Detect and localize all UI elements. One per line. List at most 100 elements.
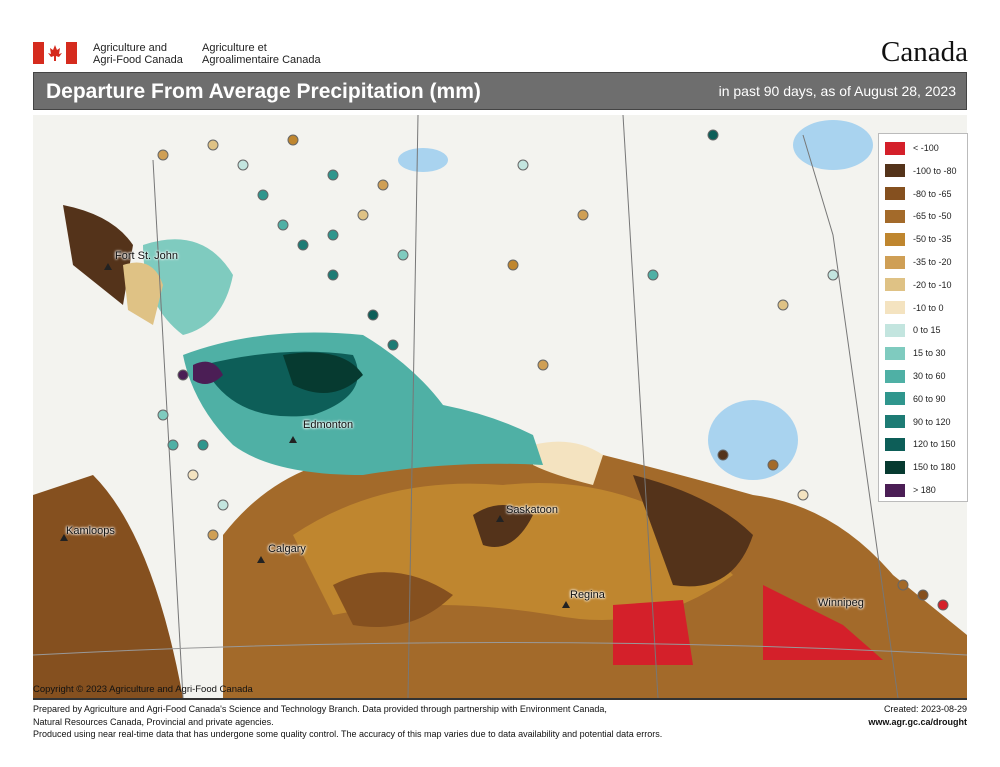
city-label-regina: Regina [570,589,605,601]
legend-item: 0 to 15 [885,321,941,339]
station-marker [777,299,789,311]
legend-swatch [885,437,905,451]
station-marker [707,129,719,141]
legend-label: > 180 [913,485,936,495]
legend-label: 120 to 150 [913,439,956,450]
legend-item: < -100 [885,139,939,157]
legend-item: 90 to 120 [885,413,951,431]
station-marker [277,219,289,231]
precipitation-map[interactable]: Fort St. John Edmonton Kamloops Calgary … [33,115,967,698]
city-marker-icon [496,515,504,522]
legend-swatch [885,483,905,497]
legend-item: -10 to 0 [885,299,944,317]
legend-swatch [885,141,905,155]
city-marker-icon [289,436,297,443]
legend-swatch [885,232,905,246]
station-markers [60,129,949,611]
legend-label: -65 to -50 [913,211,952,222]
legend-swatch [885,392,905,406]
legend-item: 60 to 90 [885,390,946,408]
legend-label: -10 to 0 [913,302,944,313]
canada-flag-logo [33,42,77,64]
legend-swatch [885,164,905,178]
station-marker [367,309,379,321]
footer-notes: Prepared by Agriculture and Agri-Food Ca… [33,704,663,739]
station-marker [297,239,309,251]
city-label-fort-st-john: Fort St. John [115,250,178,262]
city-marker-icon [257,556,265,563]
website-link[interactable]: www.agr.gc.ca/drought [868,716,967,727]
station-marker [217,499,229,511]
legend-swatch [885,187,905,201]
map-subtitle: in past 90 days, as of August 28, 2023 [718,83,956,99]
legend-swatch [885,209,905,223]
legend-item: -80 to -65 [885,185,952,203]
legend-label: 0 to 15 [913,325,941,336]
city-label-winnipeg: Winnipeg [818,597,864,609]
station-marker [897,579,909,591]
station-marker [197,439,209,451]
city-label-saskatoon: Saskatoon [506,504,558,516]
legend-item: -35 to -20 [885,253,952,271]
station-marker [647,269,659,281]
station-marker [177,369,189,381]
created-date: Created: 2023-08-29 [883,704,967,714]
map-canvas [33,115,967,698]
legend-item: 30 to 60 [885,367,946,385]
legend-item: 120 to 150 [885,435,956,453]
footer-divider [33,698,967,700]
legend-label: -80 to -65 [913,188,952,199]
legend-swatch [885,255,905,269]
legend-swatch [885,460,905,474]
station-marker [157,409,169,421]
station-marker [327,229,339,241]
legend-label: 15 to 30 [913,348,946,359]
department-name-en: Agriculture and Agri-Food Canada [93,42,183,66]
station-marker [577,209,589,221]
legend-label: 150 to 180 [913,462,956,473]
station-marker [377,179,389,191]
station-marker [397,249,409,261]
city-marker-icon [562,601,570,608]
legend-swatch [885,415,905,429]
station-marker [937,599,949,611]
station-marker [257,189,269,201]
city-label-calgary: Calgary [268,543,306,555]
city-marker-icon [104,263,112,270]
station-marker [327,169,339,181]
copyright-text: Copyright © 2023 Agriculture and Agri-Fo… [33,684,253,695]
station-marker [917,589,929,601]
city-label-kamloops: Kamloops [66,525,115,537]
station-marker [387,339,399,351]
legend-swatch [885,369,905,383]
station-marker [507,259,519,271]
station-marker [187,469,199,481]
station-marker [767,459,779,471]
title-bar: Departure From Average Precipitation (mm… [33,72,967,110]
legend-label: 30 to 60 [913,371,946,381]
station-marker [287,134,299,146]
station-marker [357,209,369,221]
legend-label: -50 to -35 [913,234,952,245]
legend-swatch [885,301,905,315]
station-marker [327,269,339,281]
legend-item: -65 to -50 [885,207,952,225]
legend-swatch [885,346,905,360]
station-marker [207,139,219,151]
province-borders [33,115,967,698]
legend-label: 90 to 120 [913,416,951,427]
legend-label: -20 to -10 [913,279,952,290]
station-marker [517,159,529,171]
station-marker [237,159,249,171]
legend-item: 15 to 30 [885,344,946,362]
legend-item: 150 to 180 [885,458,956,476]
station-marker [207,529,219,541]
city-marker-icon [60,534,68,541]
station-marker [157,149,169,161]
legend-swatch [885,323,905,337]
canada-wordmark: Canada [881,36,968,68]
station-marker [797,489,809,501]
station-marker [827,269,839,281]
legend: < -100 -100 to -80 -80 to -65 -65 to -50 -50… [878,133,968,502]
legend-label: -35 to -20 [913,257,952,267]
